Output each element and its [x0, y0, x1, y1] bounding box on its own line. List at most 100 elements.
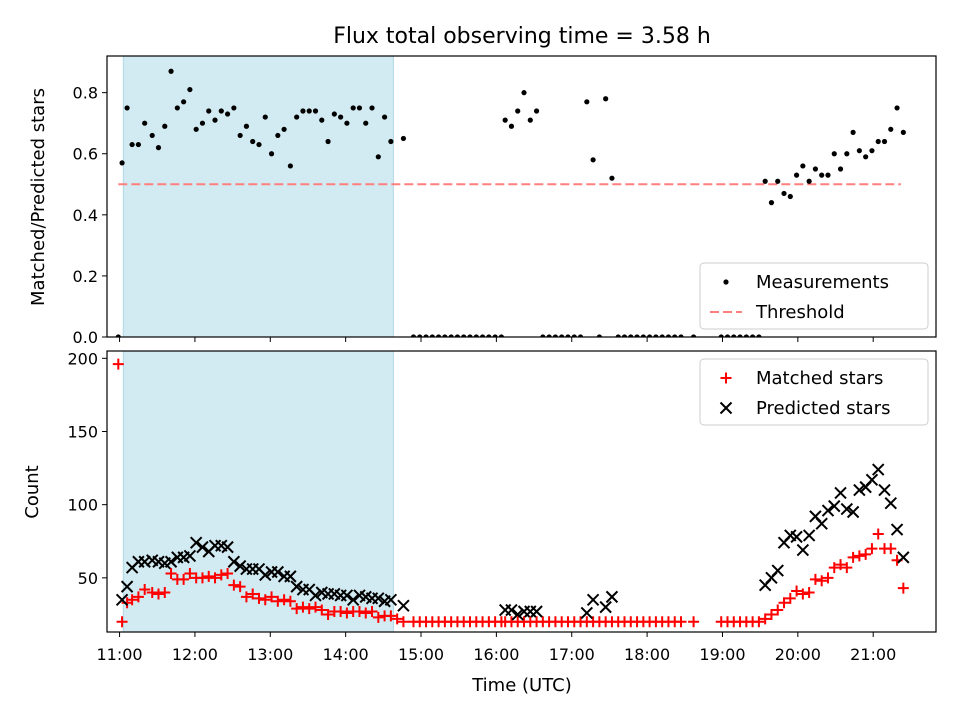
measurements-point — [800, 163, 806, 169]
measurements-point — [787, 193, 793, 200]
measurements-point — [381, 114, 388, 120]
measurements-point — [812, 166, 819, 172]
measurements-legend-marker — [723, 279, 729, 285]
legend-entry-label: Predicted stars — [756, 398, 890, 419]
legend: Measurements Threshold — [699, 262, 929, 330]
measurements-point — [894, 105, 900, 111]
matched-stars-point — [209, 572, 221, 584]
matched-stars-point — [253, 592, 265, 604]
predicted-stars-point — [586, 593, 600, 607]
matched-stars-point — [116, 616, 128, 628]
predicted-stars-point — [890, 523, 904, 536]
predicted-stars-point — [821, 504, 835, 517]
predicted-stars-point — [196, 540, 209, 554]
measurements-point — [647, 334, 653, 337]
measurements-point — [875, 138, 881, 145]
matched-stars-point — [791, 585, 803, 597]
y-tick-label: 0.4 — [73, 206, 98, 225]
measurements-point — [218, 108, 224, 114]
measurements-point — [653, 334, 659, 337]
measurements-point — [571, 334, 577, 337]
measurements-point — [590, 157, 596, 163]
y-tick-label: 50 — [78, 569, 98, 588]
measurements-point — [115, 334, 121, 337]
predicted-stars-point — [505, 603, 518, 617]
measurements-point — [621, 334, 628, 337]
measurements-point — [350, 105, 356, 111]
matched-stars-point — [297, 601, 309, 613]
measurements-point — [825, 172, 831, 178]
measurements-point — [325, 138, 331, 145]
matched-stars-point — [816, 575, 828, 587]
measurements-point — [375, 154, 381, 160]
measurements-point — [473, 334, 479, 337]
legend-entry-label: Threshold — [755, 302, 845, 323]
measurements-point — [119, 160, 125, 166]
matched-stars-point — [675, 616, 687, 628]
measurements-point — [515, 108, 521, 114]
measurements-point — [756, 334, 762, 337]
matched-stars-point — [753, 616, 765, 628]
measurements-point — [678, 334, 684, 337]
x-tick-label: 17:00 — [549, 645, 595, 664]
measurements-point — [533, 108, 540, 114]
measurements-point — [844, 151, 850, 157]
matched-stars-point — [765, 608, 777, 620]
matched-stars-point — [310, 601, 322, 613]
predicted-stars-legend-marker — [719, 401, 733, 415]
measurements-point — [287, 163, 293, 169]
predicted-stars-point — [221, 540, 234, 554]
matched-stars-point — [184, 567, 196, 579]
measurements-point — [718, 334, 724, 337]
measurements-point — [187, 86, 193, 93]
legend-entry-label: Measurements — [756, 272, 889, 293]
measurements-point — [312, 108, 319, 114]
y-tick-label: 0.6 — [73, 145, 98, 164]
predicted-stars-point — [846, 505, 860, 519]
predicted-stars-point — [189, 536, 203, 549]
matched-stars-point — [860, 548, 872, 560]
matched-stars-point — [772, 604, 784, 616]
predicted-stars-point — [309, 589, 322, 602]
matched-stars-point — [335, 606, 347, 618]
predicted-stars-point — [183, 549, 197, 563]
x-tick-label: 15:00 — [398, 645, 444, 664]
measurements-point — [762, 178, 768, 184]
measurements-point — [306, 108, 312, 114]
predicted-stars-point — [511, 608, 524, 621]
shaded-span — [123, 351, 394, 632]
predicted-stars-point — [878, 483, 891, 497]
x-tick-label: 13:00 — [247, 645, 293, 664]
matched-stars-point — [178, 573, 190, 585]
measurements-point — [356, 105, 363, 111]
matched-stars-point — [316, 604, 328, 616]
predicted-stars-point — [164, 555, 178, 568]
measurements-point — [640, 334, 646, 337]
predicted-stars-point — [284, 570, 297, 583]
measurements-point — [806, 178, 812, 184]
plot-area — [112, 358, 910, 628]
predicted-stars-point — [840, 502, 854, 516]
measurements-point — [155, 145, 162, 151]
predicted-stars-point — [865, 473, 879, 486]
x-tick-label: 14:00 — [323, 645, 369, 664]
measurements-point — [250, 138, 256, 145]
measurements-point — [540, 334, 546, 337]
measurements-point — [781, 190, 787, 197]
measurements-point — [775, 178, 781, 184]
legend: Matched stars Predicted stars — [699, 358, 929, 426]
measurements-point — [743, 334, 749, 337]
matched-stars-point — [222, 567, 234, 579]
measurements-point — [856, 148, 862, 154]
matched-stars-point — [897, 582, 909, 594]
bottom-panel: 50 100 150 200 11:00 12:00 13:00 14:00 15:00 16:0… — [67, 349, 937, 664]
predicted-stars-point — [120, 580, 134, 593]
measurements-point — [400, 135, 407, 142]
measurements-point — [665, 334, 672, 337]
measurements-point — [486, 334, 492, 337]
matched-stars-point — [146, 586, 158, 598]
measurements-point — [168, 68, 174, 74]
measurements-point — [819, 172, 825, 178]
measurements-point — [900, 129, 906, 135]
matched-stars-point — [828, 562, 840, 574]
